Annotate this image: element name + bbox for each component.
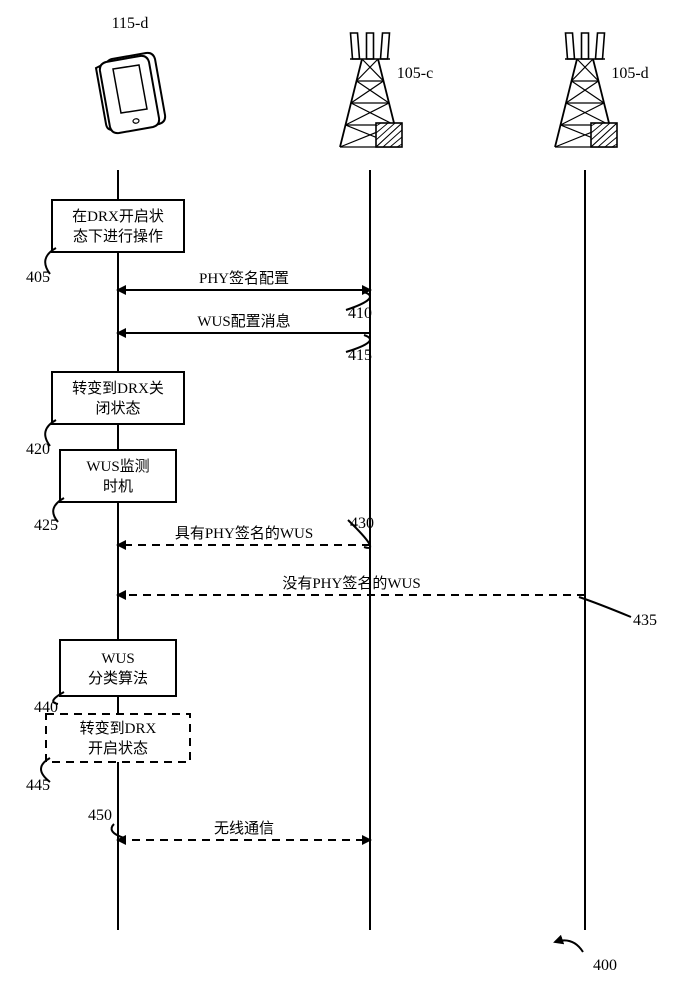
box-text: 转变到DRX关 bbox=[72, 380, 164, 397]
ref-label: 420 bbox=[26, 441, 50, 458]
box-b420: 转变到DRX关闭状态 bbox=[45, 372, 184, 446]
ref-105c: 105-c bbox=[397, 65, 433, 82]
figure-ref bbox=[555, 940, 583, 952]
ref-label: 445 bbox=[26, 777, 50, 794]
box-b405: 在DRX开启状态下进行操作 bbox=[45, 200, 184, 274]
box-text: 态下进行操作 bbox=[73, 228, 163, 245]
figure-number: 400 bbox=[593, 957, 617, 974]
ref-label: 435 bbox=[633, 612, 657, 629]
box-text: 转变到DRX bbox=[80, 720, 157, 737]
msg-m435: 没有PHY签名的WUS bbox=[118, 575, 631, 617]
msg-m430: 具有PHY签名的WUS bbox=[118, 520, 370, 548]
box-b440: WUS 分类算法 bbox=[53, 640, 176, 704]
ref-label: 425 bbox=[34, 517, 58, 534]
ref-label: 450 bbox=[88, 807, 112, 824]
ref-label: 430 bbox=[350, 515, 374, 532]
box-text: WUS监测 bbox=[86, 458, 149, 475]
ref-105d: 105-d bbox=[611, 65, 648, 82]
msg-m450: 无线通信 bbox=[112, 820, 370, 840]
ref-label: 410 bbox=[348, 305, 372, 322]
box-text: 开启状态 bbox=[88, 740, 148, 757]
ref-label: 405 bbox=[26, 269, 50, 286]
box-text: WUS bbox=[101, 651, 134, 667]
box-text: 时机 bbox=[103, 478, 133, 495]
msg-text: 没有PHY签名的WUS bbox=[282, 575, 420, 592]
box-b445: 转变到DRX 开启状态 bbox=[41, 714, 190, 782]
box-b425: WUS监测时机 bbox=[53, 450, 176, 522]
box-text: 在DRX开启状 bbox=[72, 208, 164, 225]
msg-text: WUS配置消息 bbox=[197, 313, 290, 330]
box-text: 闭状态 bbox=[95, 400, 140, 417]
msg-text: 无线通信 bbox=[214, 820, 274, 837]
msg-text: 具有PHY签名的WUS bbox=[175, 525, 313, 542]
base-station-icon bbox=[555, 33, 617, 147]
msg-m415: WUS配置消息 bbox=[118, 313, 370, 352]
ref-label: 415 bbox=[348, 347, 372, 364]
base-station-icon bbox=[340, 33, 402, 147]
ue-icon bbox=[96, 53, 165, 133]
box-text: 分类算法 bbox=[88, 669, 148, 687]
msg-m410: PHY签名配置 bbox=[118, 270, 370, 310]
msg-text: PHY签名配置 bbox=[199, 270, 289, 287]
ref-115d: 115-d bbox=[112, 15, 149, 32]
